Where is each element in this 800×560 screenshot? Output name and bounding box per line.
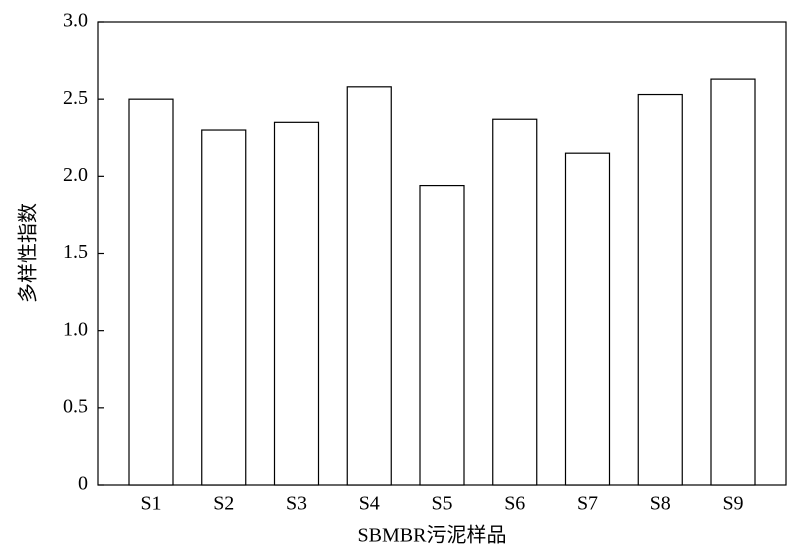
- bar: [564, 152, 611, 486]
- x-tick-label: S9: [722, 493, 743, 515]
- x-tick-label: S4: [359, 493, 380, 515]
- x-tick-label: S5: [431, 493, 452, 515]
- bar: [710, 78, 756, 486]
- x-tick-label: S6: [504, 493, 525, 515]
- x-tick-label: S3: [286, 493, 307, 515]
- y-tick-label: 0.5: [63, 395, 88, 417]
- y-tick-label: 1.5: [63, 241, 88, 263]
- bar: [201, 129, 247, 486]
- x-tick-label: S1: [140, 493, 161, 515]
- x-tick-label: S8: [650, 493, 671, 515]
- bar: [128, 98, 174, 486]
- x-tick-label: S7: [577, 493, 598, 515]
- y-axis-label: 多样性指数: [17, 203, 40, 303]
- y-tick-label: 1.0: [63, 318, 88, 340]
- bar: [637, 93, 683, 486]
- y-tick-label: 0: [78, 473, 88, 495]
- bar: [419, 184, 465, 486]
- y-tick-label: 3.0: [63, 10, 88, 32]
- x-tick-label: S2: [213, 493, 234, 515]
- bar: [273, 121, 320, 486]
- bar: [346, 86, 392, 486]
- x-axis-label: SBMBR污泥样品: [358, 524, 507, 547]
- y-tick-label: 2.0: [63, 164, 88, 186]
- y-tick-label: 2.5: [63, 87, 88, 109]
- bar: [492, 118, 538, 486]
